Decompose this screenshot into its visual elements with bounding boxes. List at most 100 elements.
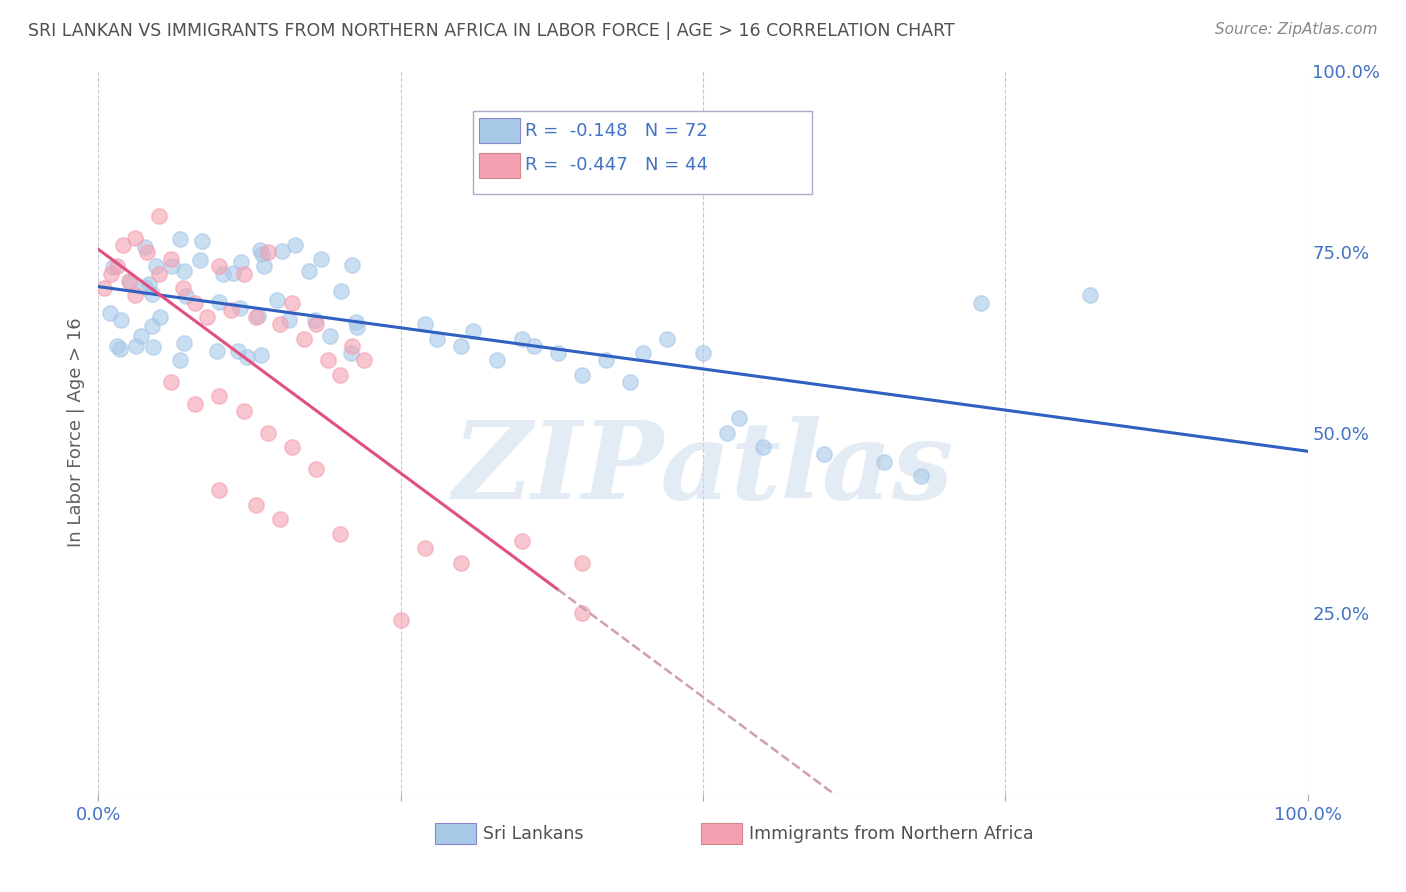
Point bbox=[523, 339, 546, 353]
Point bbox=[145, 259, 167, 273]
Point bbox=[1078, 288, 1101, 302]
Point bbox=[184, 397, 207, 411]
Point bbox=[111, 237, 134, 252]
Point bbox=[266, 293, 288, 307]
Point bbox=[389, 614, 412, 628]
Point bbox=[340, 258, 363, 272]
Text: Sri Lankans: Sri Lankans bbox=[482, 824, 583, 843]
Point bbox=[249, 244, 271, 258]
Point bbox=[226, 344, 249, 359]
Point bbox=[93, 281, 115, 295]
Point bbox=[169, 232, 191, 246]
Point bbox=[118, 275, 141, 289]
Point bbox=[329, 285, 352, 299]
Point bbox=[305, 462, 328, 476]
Point bbox=[571, 556, 593, 570]
FancyBboxPatch shape bbox=[474, 112, 811, 194]
Text: SRI LANKAN VS IMMIGRANTS FROM NORTHERN AFRICA IN LABOR FORCE | AGE > 16 CORRELAT: SRI LANKAN VS IMMIGRANTS FROM NORTHERN A… bbox=[28, 22, 955, 40]
Point bbox=[129, 329, 152, 343]
Point bbox=[342, 339, 364, 353]
Point bbox=[141, 340, 163, 354]
Point bbox=[228, 301, 250, 315]
Point bbox=[229, 255, 252, 269]
Point bbox=[232, 404, 254, 418]
Point bbox=[169, 352, 191, 367]
Point bbox=[188, 253, 211, 268]
Point bbox=[249, 348, 271, 362]
Point bbox=[245, 310, 267, 324]
Point bbox=[271, 244, 294, 259]
Point bbox=[208, 295, 231, 310]
Point bbox=[208, 260, 231, 274]
Point bbox=[256, 244, 278, 259]
Point bbox=[148, 267, 170, 281]
Point bbox=[174, 289, 197, 303]
Point bbox=[191, 234, 214, 248]
Point bbox=[134, 280, 156, 294]
Text: ZIPatlas: ZIPatlas bbox=[453, 416, 953, 522]
Point bbox=[252, 247, 274, 261]
Text: R =  -0.447   N = 44: R = -0.447 N = 44 bbox=[526, 156, 709, 174]
Point bbox=[252, 259, 274, 273]
Point bbox=[110, 312, 132, 326]
Point bbox=[426, 332, 449, 346]
Point bbox=[256, 425, 278, 440]
Point bbox=[141, 318, 163, 333]
Point bbox=[108, 343, 131, 357]
Point bbox=[873, 454, 896, 468]
Point bbox=[184, 295, 207, 310]
FancyBboxPatch shape bbox=[479, 153, 520, 178]
Point bbox=[172, 281, 194, 295]
Point bbox=[970, 295, 993, 310]
Point bbox=[221, 302, 243, 317]
Text: R =  -0.148   N = 72: R = -0.148 N = 72 bbox=[526, 121, 709, 140]
Point bbox=[316, 353, 339, 368]
Point bbox=[269, 512, 291, 526]
Point bbox=[655, 332, 678, 346]
Point bbox=[716, 425, 738, 440]
Point bbox=[103, 260, 125, 274]
Point bbox=[510, 533, 533, 548]
Point bbox=[318, 329, 340, 343]
Point bbox=[208, 483, 231, 498]
Point bbox=[222, 266, 245, 280]
Point bbox=[134, 240, 156, 254]
Point bbox=[292, 332, 315, 346]
Point bbox=[160, 252, 183, 267]
FancyBboxPatch shape bbox=[700, 822, 742, 845]
Point bbox=[547, 346, 569, 360]
Point bbox=[297, 264, 319, 278]
Point bbox=[160, 375, 183, 389]
Point bbox=[98, 305, 121, 319]
Point bbox=[141, 286, 163, 301]
Point bbox=[100, 267, 122, 281]
Point bbox=[329, 526, 352, 541]
Point bbox=[450, 339, 472, 353]
Point bbox=[284, 238, 307, 252]
Point bbox=[413, 318, 436, 332]
Point bbox=[910, 469, 932, 483]
Point bbox=[692, 346, 714, 360]
Point bbox=[105, 260, 128, 274]
Point bbox=[173, 336, 195, 351]
Point bbox=[340, 345, 363, 359]
Point bbox=[344, 315, 367, 329]
Point bbox=[281, 440, 304, 454]
Point bbox=[208, 389, 231, 403]
Point bbox=[329, 368, 352, 382]
FancyBboxPatch shape bbox=[434, 822, 475, 845]
Point bbox=[125, 339, 148, 353]
Point bbox=[309, 252, 332, 266]
Point bbox=[247, 310, 270, 324]
Point bbox=[205, 344, 228, 359]
Point bbox=[752, 440, 775, 454]
Point bbox=[619, 375, 641, 389]
Point bbox=[173, 264, 195, 278]
Point bbox=[281, 295, 304, 310]
Point bbox=[232, 267, 254, 281]
Point bbox=[571, 368, 593, 382]
Point bbox=[304, 313, 326, 327]
Point bbox=[124, 288, 146, 302]
Point bbox=[813, 447, 835, 461]
Point bbox=[728, 411, 751, 425]
